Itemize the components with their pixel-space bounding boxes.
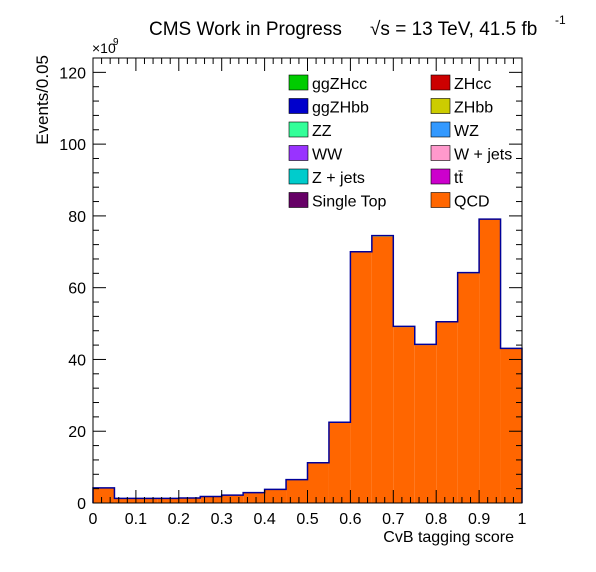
legend-swatch-qcd [430, 192, 451, 208]
y-tick-label: 40 [68, 352, 86, 369]
legend-label-zz: ZZ [312, 123, 332, 140]
bars-layer [93, 219, 522, 503]
bar-qcd-11 [328, 422, 351, 503]
y-tick-label: 0 [77, 496, 86, 513]
chart-title-energy: √s = 13 TeV, 41.5 fb [370, 19, 537, 40]
y-tick-label: 80 [68, 209, 86, 226]
axis-ticks: 0 0.1 0.2 0.3 0.4 0.5 0.6 0.7 0.8 0.9 1 0 20 40 60 80 10… [59, 57, 527, 528]
legend: ggZHcc ZHcc ggZHbb ZHbb ZZ WZ WW W + jets Z + je… [288, 74, 512, 211]
x-axis-label: CvB tagging score [383, 529, 514, 546]
legend-label-wz: WZ [454, 123, 479, 140]
x-tick-label: 0.6 [339, 511, 361, 528]
legend-swatch-wz [430, 121, 451, 138]
bar-qcd-17 [457, 273, 480, 503]
legend-swatch-tt [430, 168, 451, 185]
x-tick-label: 0.5 [296, 511, 318, 528]
bar-qcd-10 [307, 462, 329, 503]
x-tick-label: 0.7 [382, 511, 404, 528]
bar-qcd-2 [135, 498, 158, 503]
legend-swatch-zz [288, 121, 309, 138]
legend-swatch-w-jets [430, 145, 451, 161]
y-multiplier: ×10 [92, 40, 116, 56]
bar-qcd-0 [93, 487, 115, 503]
legend-swatch-zhbb [430, 98, 451, 114]
bar-qcd-18 [479, 219, 501, 503]
legend-swatch-zhcc [430, 74, 451, 91]
legend-swatch-z-jets [288, 168, 309, 185]
y-axis-label: Events/0.05 [33, 55, 52, 145]
bar-qcd-6 [221, 495, 244, 503]
legend-label-z-jets: Z + jets [312, 170, 365, 187]
legend-swatch-ggzhcc [288, 74, 309, 91]
legend-swatch-ggzhbb [288, 98, 309, 114]
bar-qcd-14 [393, 327, 415, 503]
legend-label-ww: WW [312, 147, 343, 164]
x-tick-label: 0.4 [253, 511, 275, 528]
bar-qcd-1 [114, 498, 136, 503]
x-tick-label: 0.2 [168, 511, 190, 528]
y-tick-label: 60 [68, 281, 86, 298]
bar-qcd-9 [286, 479, 308, 503]
y-multiplier-exponent: 9 [113, 37, 119, 48]
chart-title: CMS Work in Progress [149, 19, 342, 40]
legend-swatch-single-top [288, 192, 309, 208]
bar-qcd-5 [200, 496, 222, 503]
legend-label-w-jets: W + jets [454, 147, 512, 164]
y-tick-label: 120 [59, 65, 86, 82]
y-tick-label: 20 [68, 424, 86, 441]
x-tick-label: 0 [89, 511, 98, 528]
legend-label-qcd: QCD [454, 194, 490, 211]
bar-qcd-8 [264, 489, 287, 503]
chart-title-lumi-exponent: -1 [555, 13, 566, 27]
legend-label-zhbb: ZHbb [454, 100, 493, 117]
legend-label-single-top: Single Top [312, 194, 387, 211]
legend-label-zhcc: ZHcc [454, 76, 491, 93]
x-tick-label: 0.9 [468, 511, 490, 528]
bar-qcd-3 [157, 498, 179, 503]
x-tick-label: 1 [518, 511, 527, 528]
legend-label-ggzhbb: ggZHbb [312, 100, 369, 117]
bar-qcd-19 [500, 348, 522, 503]
bar-qcd-4 [178, 497, 201, 503]
legend-label-ggzhcc: ggZHcc [312, 76, 367, 93]
x-tick-label: 0.8 [425, 511, 447, 528]
bar-qcd-15 [414, 345, 437, 503]
bar-qcd-13 [371, 236, 394, 503]
legend-swatch-ww [288, 145, 309, 161]
legend-label-tt: tt̄ [454, 170, 463, 187]
y-tick-label: 100 [59, 137, 86, 154]
bar-qcd-12 [350, 252, 372, 503]
bar-qcd-16 [436, 322, 458, 503]
bar-qcd-7 [243, 492, 265, 503]
x-tick-label: 0.3 [211, 511, 233, 528]
x-tick-label: 0.1 [125, 511, 147, 528]
